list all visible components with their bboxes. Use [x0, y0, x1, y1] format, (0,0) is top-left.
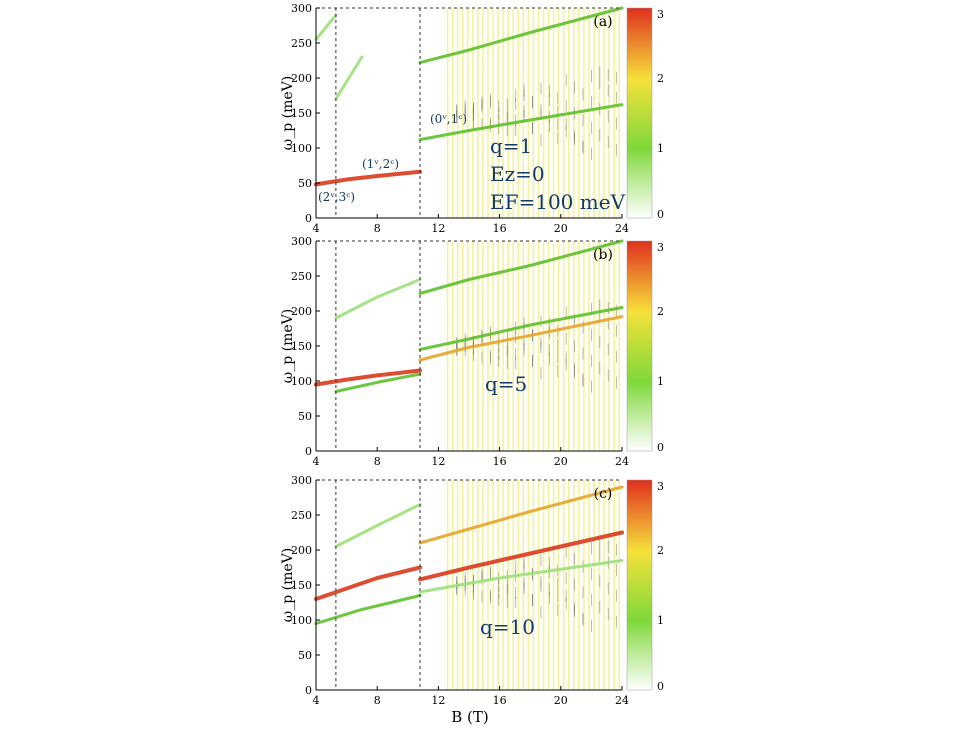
annotation-5: EF=100 meV	[490, 190, 626, 214]
panel-label: (c)	[594, 486, 613, 502]
x-tick-label: 24	[615, 455, 629, 468]
stripe-band	[446, 241, 621, 451]
x-tick-label: 12	[431, 694, 445, 707]
colorbar-tick-label: 2	[657, 544, 664, 557]
colorbar	[626, 7, 653, 219]
series-line-2	[418, 6, 624, 65]
x-tick-label: 4	[313, 222, 320, 235]
x-tick-label: 12	[431, 222, 445, 235]
series-line-4	[334, 503, 422, 548]
panel-label: (b)	[593, 247, 613, 263]
series-line-4	[314, 13, 338, 41]
x-tick-label: 4	[313, 694, 320, 707]
colorbar-tick-label: 3	[657, 480, 664, 493]
colorbar	[626, 240, 653, 452]
annotation-0: q=5	[485, 372, 527, 396]
y-axis-label: ω_p (meV)	[280, 309, 296, 383]
y-tick-label: 0	[305, 212, 312, 225]
y-tick-label: 200	[291, 544, 312, 557]
annotation-1: (1ᵛ,2ᶜ)	[362, 157, 399, 171]
series-line-0	[314, 169, 422, 187]
y-tick-label: 50	[298, 177, 312, 190]
y-axis-label: ω_p (meV)	[280, 76, 296, 150]
series-line-1	[334, 372, 422, 393]
y-tick-label: 0	[305, 684, 312, 697]
colorbar-tick-label: 3	[657, 241, 664, 254]
y-tick-label: 300	[291, 2, 312, 15]
y-tick-label: 50	[298, 410, 312, 423]
x-tick-label: 8	[374, 694, 381, 707]
y-tick-label: 250	[291, 37, 312, 50]
y-tick-label: 250	[291, 270, 312, 283]
colorbar-tick-label: 1	[657, 375, 664, 388]
y-tick-label: 100	[291, 375, 312, 388]
y-tick-label: 200	[291, 305, 312, 318]
x-tick-label: 8	[374, 455, 381, 468]
annotation-2: (0ᵛ,1ᶜ)	[430, 112, 467, 126]
x-tick-label: 20	[554, 694, 568, 707]
noise-marks	[456, 66, 618, 160]
series-line-2	[418, 315, 624, 362]
series-line-5	[334, 278, 422, 320]
panel-label: (a)	[593, 14, 612, 30]
x-tick-label: 20	[554, 222, 568, 235]
y-tick-label: 300	[291, 474, 312, 487]
y-tick-label: 150	[291, 340, 312, 353]
series-line-1	[418, 103, 624, 142]
colorbar-tick-label: 0	[657, 208, 664, 221]
x-tick-label: 16	[493, 455, 507, 468]
series-line-2	[418, 485, 624, 545]
colorbar-tick-label: 2	[657, 305, 664, 318]
colorbar-tick-label: 0	[657, 441, 664, 454]
y-tick-label: 100	[291, 142, 312, 155]
annotation-0: q=10	[480, 615, 535, 639]
stripe-band	[446, 8, 621, 218]
colorbar-tick-label: 0	[657, 680, 664, 693]
noise-marks	[456, 538, 618, 632]
series-line-3	[314, 594, 422, 625]
colorbar-tick-label: 1	[657, 614, 664, 627]
y-tick-label: 150	[291, 579, 312, 592]
series-line-0	[314, 565, 422, 601]
y-tick-label: 300	[291, 235, 312, 248]
x-tick-label: 16	[493, 694, 507, 707]
x-tick-label: 20	[554, 455, 568, 468]
series-line-4	[418, 239, 624, 295]
x-tick-label: 4	[313, 455, 320, 468]
annotation-0: (2ᵛ,3ᶜ)	[318, 190, 355, 204]
plot-area	[316, 480, 622, 690]
annotation-4: Ez=0	[490, 162, 545, 186]
series-line-3	[334, 55, 364, 101]
x-axis-label: B (T)	[451, 708, 489, 726]
y-tick-label: 0	[305, 445, 312, 458]
series-line-1	[418, 530, 624, 582]
y-tick-label: 50	[298, 649, 312, 662]
x-tick-label: 24	[615, 694, 629, 707]
y-tick-label: 200	[291, 72, 312, 85]
y-tick-label: 250	[291, 509, 312, 522]
y-tick-label: 150	[291, 107, 312, 120]
annotation-3: q=1	[490, 134, 532, 158]
x-tick-label: 16	[493, 222, 507, 235]
colorbar-tick-label: 1	[657, 142, 664, 155]
colorbar-tick-label: 3	[657, 8, 664, 21]
colorbar	[626, 479, 653, 691]
series-line-0	[314, 368, 422, 387]
x-tick-label: 24	[615, 222, 629, 235]
x-tick-label: 12	[431, 455, 445, 468]
y-axis-label: ω_p (meV)	[280, 548, 296, 622]
x-tick-label: 8	[374, 222, 381, 235]
series-line-3	[418, 306, 624, 351]
series-line-5	[418, 559, 624, 594]
colorbar-tick-label: 2	[657, 72, 664, 85]
y-tick-label: 100	[291, 614, 312, 627]
